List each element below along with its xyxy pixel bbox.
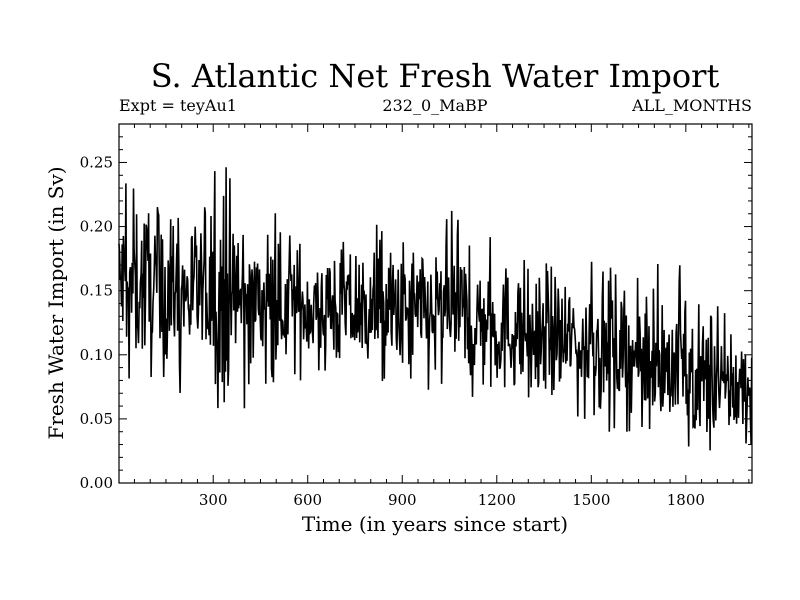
x-tick-label: 1800 xyxy=(667,491,705,509)
x-tick-label: 600 xyxy=(293,491,322,509)
x-tick-label: 1500 xyxy=(572,491,610,509)
chart-title: S. Atlantic Net Fresh Water Import xyxy=(151,57,720,95)
y-axis-label: Fresh Water Import (in Sv) xyxy=(44,166,68,439)
x-tick-label: 300 xyxy=(199,491,228,509)
subtitle-right: ALL_MONTHS xyxy=(631,96,752,115)
x-axis-label: Time (in years since start) xyxy=(302,512,568,536)
y-tick-label: 0.05 xyxy=(80,410,113,428)
subtitle-center: 232_0_MaBP xyxy=(382,96,487,115)
series-line xyxy=(118,167,753,451)
x-tick-label: 900 xyxy=(388,491,417,509)
y-tick-label: 0.20 xyxy=(80,218,113,236)
subtitle-left: Expt = teyAu1 xyxy=(119,96,237,115)
y-tick-label: 0.10 xyxy=(80,346,113,364)
x-tick-label: 1200 xyxy=(478,491,516,509)
y-tick-label: 0.25 xyxy=(80,153,113,171)
axis-tick-labels: 300 600 900 1200 1500 1800 0.00 0.05 0.10 0.15 0.2… xyxy=(80,153,705,509)
y-tick-label: 0.00 xyxy=(80,474,113,492)
y-tick-label: 0.15 xyxy=(80,282,113,300)
plot-frame xyxy=(118,123,753,484)
